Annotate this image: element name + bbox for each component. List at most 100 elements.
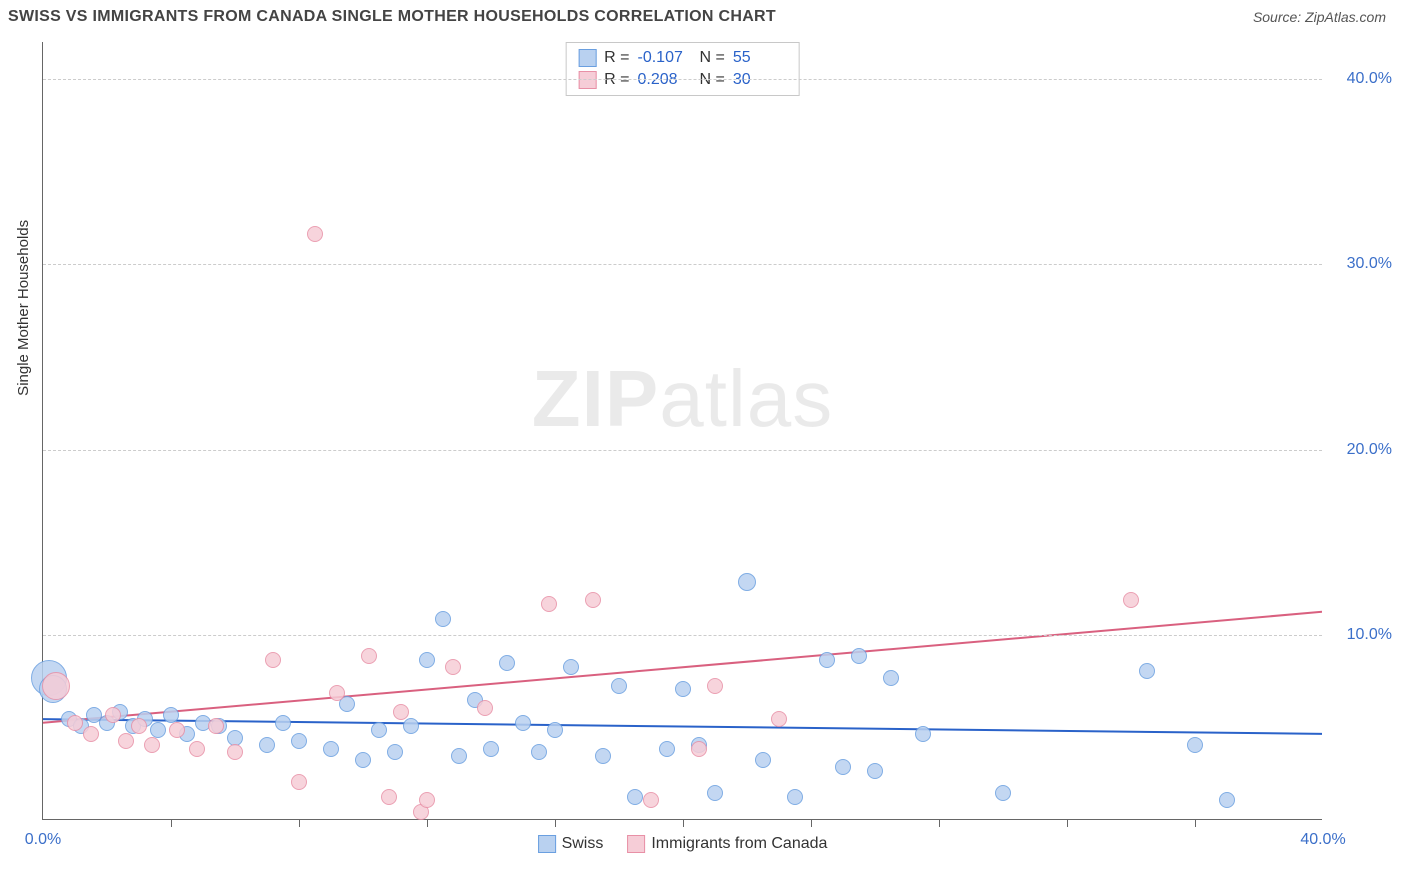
data-point-canada (118, 733, 134, 749)
data-point-canada (83, 726, 99, 742)
data-point-canada (541, 596, 557, 612)
data-point-canada (419, 792, 435, 808)
data-point-swiss (1139, 663, 1155, 679)
legend-swatch-canada (627, 835, 645, 853)
data-point-swiss (738, 573, 756, 591)
data-point-swiss (291, 733, 307, 749)
data-point-swiss (707, 785, 723, 801)
data-point-swiss (819, 652, 835, 668)
data-point-swiss (150, 722, 166, 738)
stat-n-swiss: 55 (733, 49, 787, 67)
x-tick-label-left: 0.0% (25, 831, 61, 849)
data-point-swiss (371, 722, 387, 738)
data-point-canada (1123, 592, 1139, 608)
data-point-swiss (323, 741, 339, 757)
data-point-swiss (883, 670, 899, 686)
data-point-canada (265, 652, 281, 668)
data-point-canada (227, 744, 243, 760)
stat-r-swiss: -0.107 (638, 49, 692, 67)
x-tick (427, 819, 428, 827)
data-point-swiss (659, 741, 675, 757)
y-tick-label: 20.0% (1347, 441, 1392, 459)
data-point-canada (105, 707, 121, 723)
data-point-swiss (995, 785, 1011, 801)
x-tick (683, 819, 684, 827)
y-tick-label: 10.0% (1347, 626, 1392, 644)
data-point-swiss (851, 648, 867, 664)
data-point-swiss (1187, 737, 1203, 753)
data-point-canada (585, 592, 601, 608)
data-point-canada (445, 659, 461, 675)
x-tick (939, 819, 940, 827)
data-point-swiss (547, 722, 563, 738)
y-tick-label: 40.0% (1347, 70, 1392, 88)
source-attribution: Source: ZipAtlas.com (1253, 9, 1386, 25)
data-point-canada (477, 700, 493, 716)
data-point-canada (381, 789, 397, 805)
data-point-swiss (627, 789, 643, 805)
data-point-swiss (419, 652, 435, 668)
correlation-stat-box: R = -0.107 N = 55 R = 0.208 N = 30 (565, 42, 800, 96)
watermark: ZIPatlas (532, 353, 833, 445)
x-tick (555, 819, 556, 827)
data-point-swiss (227, 730, 243, 746)
legend-item-canada: Immigrants from Canada (627, 835, 827, 853)
data-point-canada (643, 792, 659, 808)
data-point-swiss (435, 611, 451, 627)
legend-label-canada: Immigrants from Canada (651, 835, 827, 853)
data-point-swiss (787, 789, 803, 805)
x-tick (1195, 819, 1196, 827)
data-point-swiss (611, 678, 627, 694)
data-point-swiss (259, 737, 275, 753)
data-point-swiss (675, 681, 691, 697)
data-point-canada (707, 678, 723, 694)
data-point-canada (67, 715, 83, 731)
watermark-bold: ZIP (532, 354, 659, 443)
gridline-h (43, 79, 1322, 80)
x-tick (1067, 819, 1068, 827)
data-point-swiss (451, 748, 467, 764)
title-bar: SWISS VS IMMIGRANTS FROM CANADA SINGLE M… (0, 0, 1406, 30)
data-point-swiss (355, 752, 371, 768)
bottom-legend: Swiss Immigrants from Canada (538, 835, 828, 853)
data-point-swiss (403, 718, 419, 734)
legend-item-swiss: Swiss (538, 835, 604, 853)
data-point-swiss (515, 715, 531, 731)
y-axis-label: Single Mother Households (15, 219, 32, 395)
data-point-swiss (275, 715, 291, 731)
data-point-canada (42, 672, 70, 700)
data-point-swiss (595, 748, 611, 764)
data-point-swiss (915, 726, 931, 742)
y-tick-label: 30.0% (1347, 255, 1392, 273)
chart-title: SWISS VS IMMIGRANTS FROM CANADA SINGLE M… (8, 8, 776, 26)
x-tick-label-right: 40.0% (1300, 831, 1345, 849)
data-point-canada (208, 718, 224, 734)
data-point-swiss (1219, 792, 1235, 808)
x-tick (811, 819, 812, 827)
data-point-canada (307, 226, 323, 242)
legend-swatch-swiss (538, 835, 556, 853)
data-point-canada (291, 774, 307, 790)
swatch-swiss (578, 49, 596, 67)
data-point-swiss (387, 744, 403, 760)
data-point-swiss (563, 659, 579, 675)
data-point-swiss (531, 744, 547, 760)
data-point-canada (144, 737, 160, 753)
data-point-canada (169, 722, 185, 738)
data-point-swiss (163, 707, 179, 723)
gridline-h (43, 450, 1322, 451)
stat-row-swiss: R = -0.107 N = 55 (578, 47, 787, 69)
data-point-swiss (755, 752, 771, 768)
data-point-canada (771, 711, 787, 727)
data-point-canada (393, 704, 409, 720)
data-point-swiss (483, 741, 499, 757)
watermark-light: atlas (659, 354, 833, 443)
data-point-canada (691, 741, 707, 757)
data-point-canada (329, 685, 345, 701)
data-point-swiss (867, 763, 883, 779)
data-point-canada (189, 741, 205, 757)
data-point-swiss (835, 759, 851, 775)
data-point-canada (361, 648, 377, 664)
x-tick (299, 819, 300, 827)
gridline-h (43, 264, 1322, 265)
